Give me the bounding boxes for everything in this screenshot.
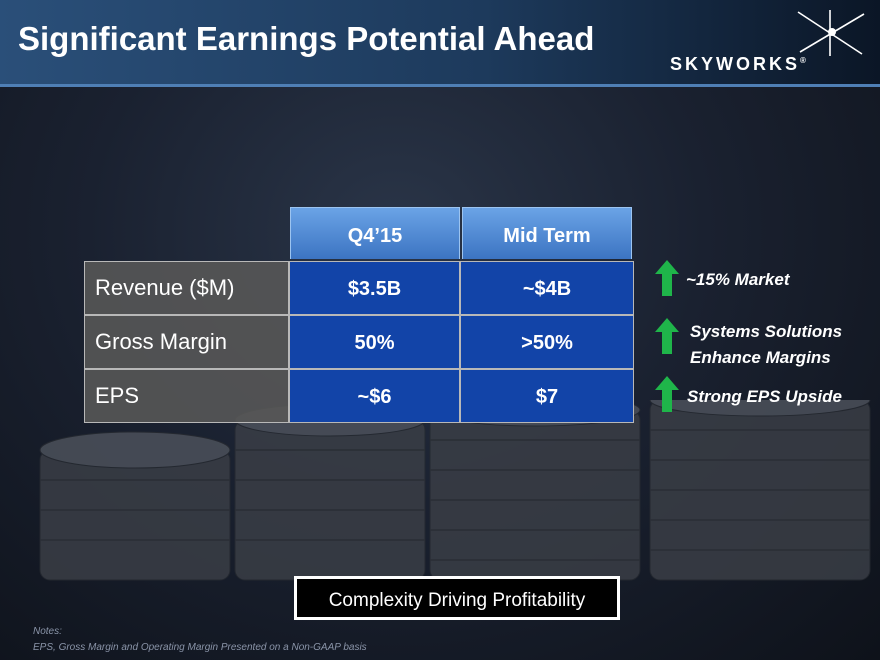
notes-text: EPS, Gross Margin and Operating Margin P…: [33, 642, 367, 653]
notes-heading: Notes:: [33, 626, 62, 637]
row-label: EPS: [84, 369, 289, 423]
header-bar: Significant Earnings Potential Ahead SKY…: [0, 0, 880, 87]
green-up-arrow-icon: [655, 376, 679, 412]
callout-systems-solutions: Systems Solutions Enhance Margins: [690, 319, 842, 371]
column-header-mid-term: Mid Term: [462, 207, 632, 259]
value-q4-15: ~$6: [289, 369, 460, 423]
skyworks-logo: SKYWORKS®: [670, 54, 870, 75]
logo-wordmark: SKYWORKS: [670, 54, 801, 74]
coin-stacks-background: [39, 400, 871, 581]
skyworks-star-logo-icon: [797, 10, 865, 56]
value-mid-term: ~$4B: [460, 261, 634, 315]
registered-mark: ®: [800, 56, 806, 65]
value-mid-term: >50%: [460, 315, 634, 369]
table-row-gross-margin: Gross Margin 50% >50%: [84, 315, 634, 369]
green-up-arrow-icon: [655, 260, 679, 296]
footer-banner: Complexity Driving Profitability: [294, 576, 620, 620]
value-mid-term: $7: [460, 369, 634, 423]
green-up-arrow-icon: [655, 318, 679, 354]
row-label: Gross Margin: [84, 315, 289, 369]
row-label: Revenue ($M): [84, 261, 289, 315]
footnotes: Notes: EPS, Gross Margin and Operating M…: [33, 624, 367, 656]
table-row-revenue: Revenue ($M) $3.5B ~$4B: [84, 261, 634, 315]
table-row-eps: EPS ~$6 $7: [84, 369, 634, 423]
metrics-table: Q4’15 Mid Term Revenue ($M) $3.5B ~$4B G…: [84, 207, 634, 423]
callout-market: ~15% Market: [686, 270, 790, 289]
column-header-q4-15: Q4’15: [290, 207, 460, 259]
value-q4-15: 50%: [289, 315, 460, 369]
callout-line: Enhance Margins: [690, 348, 831, 367]
slide-title: Significant Earnings Potential Ahead: [18, 20, 595, 57]
callout-line: Systems Solutions: [690, 322, 843, 341]
callout-eps-upside: Strong EPS Upside: [687, 387, 842, 406]
value-q4-15: $3.5B: [289, 261, 460, 315]
